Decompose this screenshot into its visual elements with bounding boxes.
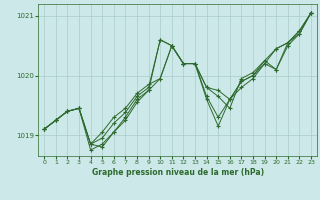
X-axis label: Graphe pression niveau de la mer (hPa): Graphe pression niveau de la mer (hPa) xyxy=(92,168,264,177)
